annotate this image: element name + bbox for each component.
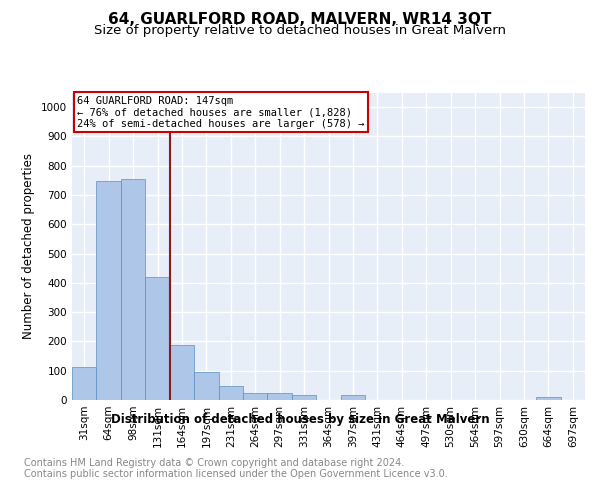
- Bar: [268, 392, 292, 400]
- Bar: [218, 386, 243, 400]
- Bar: [145, 277, 170, 400]
- Y-axis label: Number of detached properties: Number of detached properties: [22, 153, 35, 339]
- Bar: [194, 372, 218, 400]
- Text: 64, GUARLFORD ROAD, MALVERN, WR14 3QT: 64, GUARLFORD ROAD, MALVERN, WR14 3QT: [109, 12, 491, 28]
- Bar: [170, 345, 194, 400]
- Bar: [243, 392, 268, 400]
- Text: 64 GUARLFORD ROAD: 147sqm
← 76% of detached houses are smaller (1,828)
24% of se: 64 GUARLFORD ROAD: 147sqm ← 76% of detac…: [77, 96, 365, 129]
- Bar: [97, 181, 121, 400]
- Bar: [121, 178, 145, 400]
- Text: Size of property relative to detached houses in Great Malvern: Size of property relative to detached ho…: [94, 24, 506, 37]
- Bar: [72, 367, 97, 400]
- Bar: [536, 397, 560, 400]
- Bar: [292, 395, 316, 400]
- Bar: [341, 395, 365, 400]
- Text: Distribution of detached houses by size in Great Malvern: Distribution of detached houses by size …: [110, 412, 490, 426]
- Text: Contains HM Land Registry data © Crown copyright and database right 2024.
Contai: Contains HM Land Registry data © Crown c…: [24, 458, 448, 479]
